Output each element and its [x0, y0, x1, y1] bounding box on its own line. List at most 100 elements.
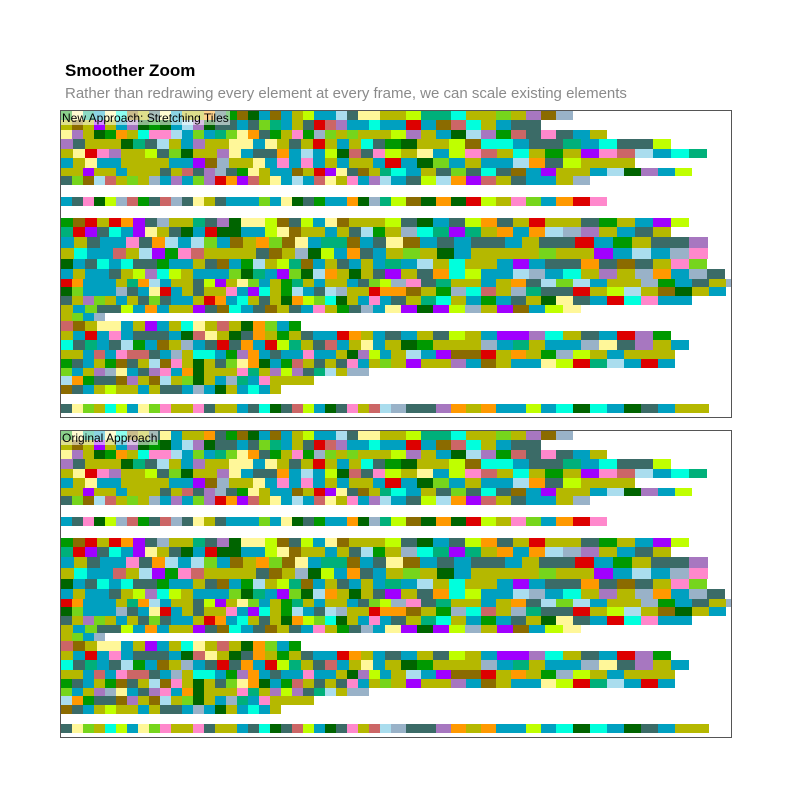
tile	[590, 350, 607, 359]
tile	[349, 625, 361, 633]
tile	[303, 696, 314, 705]
tile	[282, 557, 295, 568]
tile	[369, 350, 380, 359]
tile	[513, 469, 529, 478]
tile	[109, 149, 121, 158]
tile	[217, 259, 229, 269]
tile	[193, 168, 204, 176]
tile	[116, 599, 127, 607]
tile	[281, 404, 292, 413]
original-approach-panel[interactable]: Original Approach	[60, 430, 732, 738]
stretching-tiles-panel[interactable]: New Approach: Stretching Tiles	[60, 110, 732, 418]
tile	[624, 279, 641, 287]
tile	[513, 259, 529, 269]
tile	[292, 350, 303, 359]
tile	[226, 607, 237, 616]
tile	[653, 589, 671, 599]
tile	[545, 478, 563, 488]
tile	[109, 469, 121, 478]
tile	[496, 296, 511, 305]
tile	[171, 279, 182, 287]
tile	[373, 139, 385, 149]
tile	[61, 248, 74, 259]
tile	[281, 450, 292, 459]
tile	[401, 227, 417, 237]
tile	[85, 305, 97, 313]
tile	[138, 724, 149, 733]
tile	[127, 450, 138, 459]
tile	[171, 359, 182, 368]
tile	[481, 111, 496, 120]
tile	[347, 168, 358, 176]
tile	[105, 607, 116, 616]
tile	[380, 616, 391, 625]
tile	[193, 616, 204, 625]
tile	[671, 340, 689, 350]
tile	[635, 459, 653, 469]
tile	[403, 568, 420, 579]
tile	[391, 679, 406, 688]
tile	[94, 279, 105, 287]
tile	[215, 279, 226, 287]
tile-canvas-original[interactable]	[61, 431, 731, 737]
tile	[138, 368, 149, 376]
tile-canvas-stretching[interactable]	[61, 111, 731, 417]
tile	[182, 607, 193, 616]
tile	[301, 139, 313, 149]
tile	[653, 538, 671, 547]
tile	[314, 404, 325, 413]
tile	[349, 227, 361, 237]
tile	[259, 279, 270, 287]
tile	[204, 368, 215, 376]
tile	[193, 158, 205, 168]
tile	[373, 589, 385, 599]
tile	[226, 350, 237, 359]
tile	[205, 547, 217, 557]
tile	[181, 259, 193, 269]
tile	[289, 269, 301, 279]
tile	[336, 176, 347, 185]
tile	[417, 625, 433, 633]
tile	[541, 450, 556, 459]
tile	[481, 440, 496, 450]
tile	[466, 670, 481, 679]
tile	[380, 599, 391, 607]
tile	[373, 469, 385, 478]
tile	[421, 287, 436, 296]
tile	[181, 538, 193, 547]
tile	[229, 321, 241, 331]
tile	[635, 227, 653, 237]
tile	[237, 440, 248, 450]
tile	[358, 111, 369, 120]
tile	[295, 557, 308, 568]
tile	[94, 616, 105, 625]
tile	[105, 496, 116, 505]
tile	[349, 459, 361, 469]
tile	[289, 547, 301, 557]
tile	[205, 340, 217, 350]
tile	[689, 149, 707, 158]
tile	[270, 679, 281, 688]
tile	[61, 496, 72, 505]
tile	[436, 599, 451, 607]
tile	[513, 538, 529, 547]
tile	[72, 376, 83, 385]
tile	[451, 440, 466, 450]
tile	[437, 237, 454, 248]
tile	[449, 538, 465, 547]
tile	[373, 459, 385, 469]
tile	[545, 579, 563, 589]
tile	[369, 679, 380, 688]
tile	[193, 340, 205, 350]
tile	[116, 440, 127, 450]
tile	[61, 359, 72, 368]
tile	[259, 111, 270, 120]
tile	[72, 633, 83, 641]
tile	[325, 488, 336, 496]
tile	[127, 607, 138, 616]
tile	[61, 616, 72, 625]
tile	[573, 724, 590, 733]
tile	[617, 589, 635, 599]
tile	[149, 450, 160, 459]
tile	[581, 149, 599, 158]
